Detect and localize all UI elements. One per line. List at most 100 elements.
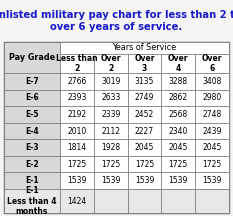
Text: 2192: 2192 [67, 110, 86, 119]
Bar [195, 90, 229, 106]
Text: 3288: 3288 [169, 77, 188, 86]
Bar [4, 139, 60, 156]
Text: E-1
Less than 4
months: E-1 Less than 4 months [7, 186, 57, 216]
Text: 1539: 1539 [202, 176, 222, 185]
Bar [195, 106, 229, 123]
Bar [161, 156, 195, 172]
Text: 2393: 2393 [67, 93, 87, 102]
Bar [60, 123, 94, 139]
Bar [128, 123, 161, 139]
Bar [4, 106, 60, 123]
Text: 2112: 2112 [101, 127, 120, 135]
Text: 3135: 3135 [135, 77, 154, 86]
Bar [60, 106, 94, 123]
Text: 2633: 2633 [101, 93, 120, 102]
Bar [0, 0, 233, 42]
Text: 1725: 1725 [67, 160, 86, 169]
Text: 3408: 3408 [202, 77, 222, 86]
Bar [195, 123, 229, 139]
Text: E-5: E-5 [25, 110, 39, 119]
Bar [4, 42, 60, 73]
Text: 2749: 2749 [135, 93, 154, 102]
Bar [4, 156, 60, 172]
Bar [94, 123, 128, 139]
Bar [195, 172, 229, 189]
Bar [60, 172, 94, 189]
Text: E-2: E-2 [25, 160, 39, 169]
Text: 1725: 1725 [135, 160, 154, 169]
Text: E-3: E-3 [25, 143, 39, 152]
Text: Over
4: Over 4 [168, 54, 188, 73]
Text: 2980: 2980 [202, 93, 222, 102]
Bar [60, 90, 94, 106]
Bar [161, 123, 195, 139]
Text: 1424: 1424 [67, 197, 86, 205]
Text: 2045: 2045 [202, 143, 222, 152]
Text: 1539: 1539 [169, 176, 188, 185]
Text: 1928: 1928 [101, 143, 120, 152]
Bar [161, 189, 195, 213]
Bar [161, 172, 195, 189]
Bar [195, 139, 229, 156]
Bar [161, 139, 195, 156]
Text: 2045: 2045 [169, 143, 188, 152]
Bar [94, 189, 128, 213]
Bar [161, 90, 195, 106]
Bar [94, 73, 128, 90]
Bar [4, 42, 229, 213]
Text: Over
6: Over 6 [202, 54, 222, 73]
Text: Over
3: Over 3 [134, 54, 155, 73]
Text: Less than
2: Less than 2 [56, 54, 98, 73]
Bar [60, 139, 94, 156]
Bar [195, 156, 229, 172]
Text: Years of Service: Years of Service [113, 43, 177, 52]
Bar [128, 90, 161, 106]
Bar [128, 139, 161, 156]
Text: 2439: 2439 [202, 127, 222, 135]
Text: 1814: 1814 [67, 143, 86, 152]
Bar [195, 54, 229, 73]
Bar [195, 73, 229, 90]
Text: Over
2: Over 2 [100, 54, 121, 73]
Text: 1539: 1539 [135, 176, 154, 185]
Bar [60, 189, 94, 213]
Bar [60, 73, 94, 90]
Text: 2339: 2339 [101, 110, 120, 119]
Text: 2045: 2045 [135, 143, 154, 152]
Bar [4, 73, 60, 90]
Bar [60, 42, 229, 54]
Text: Enlisted military pay chart for less than 2 to
over 6 years of service.: Enlisted military pay chart for less tha… [0, 10, 233, 32]
Text: E-7: E-7 [25, 77, 39, 86]
Bar [128, 106, 161, 123]
Bar [60, 156, 94, 172]
Text: 1725: 1725 [169, 160, 188, 169]
Bar [128, 172, 161, 189]
Bar [4, 172, 60, 189]
Bar [128, 189, 161, 213]
Text: E-4: E-4 [25, 127, 39, 135]
Text: Pay Grade: Pay Grade [9, 53, 55, 62]
Text: 3019: 3019 [101, 77, 120, 86]
Bar [4, 123, 60, 139]
Bar [128, 54, 161, 73]
Text: E-6: E-6 [25, 93, 39, 102]
Text: 2748: 2748 [202, 110, 222, 119]
Text: 2568: 2568 [169, 110, 188, 119]
Text: 1725: 1725 [202, 160, 222, 169]
Bar [195, 189, 229, 213]
Bar [94, 54, 128, 73]
Text: 1539: 1539 [101, 176, 120, 185]
Text: 2862: 2862 [169, 93, 188, 102]
Bar [161, 73, 195, 90]
Text: 1725: 1725 [101, 160, 120, 169]
Text: 2452: 2452 [135, 110, 154, 119]
Bar [128, 156, 161, 172]
Bar [161, 54, 195, 73]
Bar [4, 189, 60, 213]
Text: 2010: 2010 [67, 127, 86, 135]
Bar [60, 54, 94, 73]
Bar [94, 139, 128, 156]
Bar [4, 90, 60, 106]
Bar [128, 73, 161, 90]
Bar [94, 156, 128, 172]
